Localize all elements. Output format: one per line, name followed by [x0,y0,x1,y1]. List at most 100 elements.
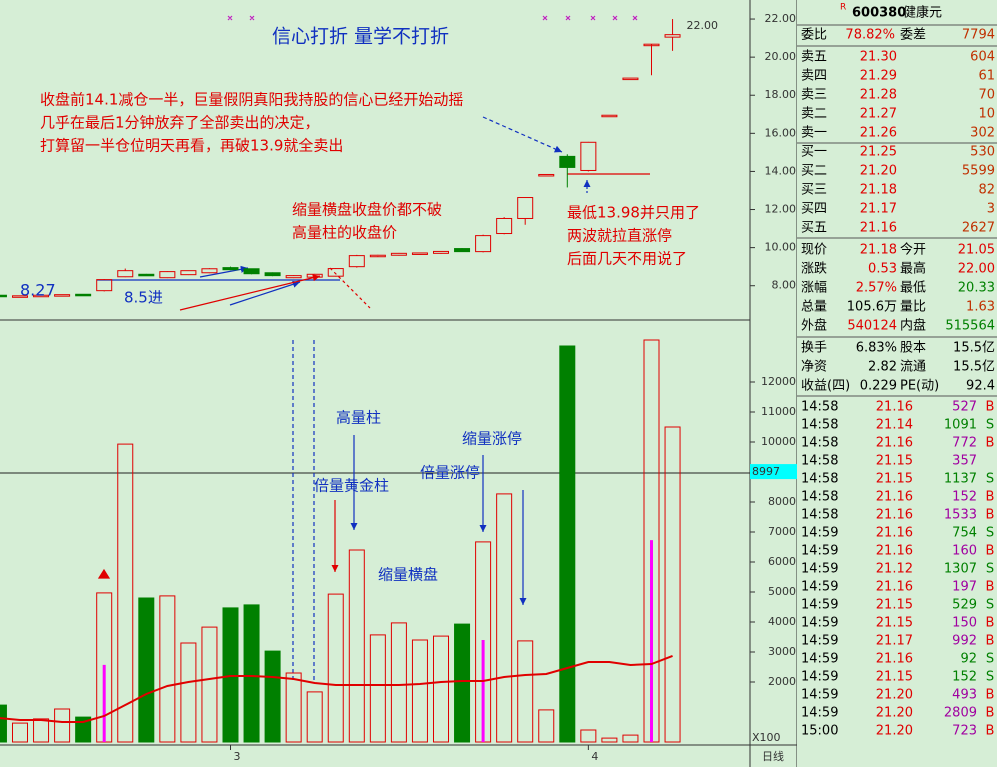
y-tick-label: 7000 [768,525,796,538]
volume-bar [33,718,50,743]
quote-text: 21.18 [860,183,897,198]
quote-text: 14:58 [801,490,838,505]
volume-bar [138,597,155,743]
quote-text: B [986,616,995,631]
quote-text: 买四 [801,202,827,217]
y-tick-label: 6000 [768,555,796,568]
quote-text: 21.16 [876,526,913,541]
quote-text: 540124 [847,319,897,334]
quote-text: S [986,418,994,433]
volume-bar [264,650,281,743]
volume-bar [327,593,344,743]
quote-text: 换手 [801,341,827,356]
quote-text: 21.16 [876,490,913,505]
quote-text: 21.20 [876,706,913,721]
volume-bar [411,639,428,743]
y-tick-label: 20.00 [765,50,797,63]
candle-body [411,252,428,255]
volume-bar [390,622,407,743]
quote-text: 卖四 [801,69,827,84]
quote-text: R [840,3,846,13]
quote-text: 买五 [801,221,827,236]
quote-text: 604 [970,50,995,65]
annotation: 打算留一半仓位明天再看，再破13.9就全卖出 [40,137,343,155]
quote-text: 买二 [801,164,827,179]
annotation: 缩量涨停 [462,430,522,448]
quote-text: 992 [952,634,977,649]
candle-body [517,197,534,219]
quote-text: 买一 [801,145,827,160]
volume-bar [369,634,386,743]
volume-bar [664,426,681,743]
ma-line [0,655,673,723]
quote-text: 流通 [900,360,926,375]
candle-body [643,43,660,47]
crosshair-label: 8997 [752,465,780,478]
candle-body [433,250,449,254]
quote-text: 总量 [801,300,827,315]
volume-bar [496,493,513,743]
quote-text: 21.16 [876,436,913,451]
quote-text: 754 [952,526,977,541]
quote-text: B [986,706,995,721]
volume-bar [222,607,239,743]
quote-text: 197 [952,580,977,595]
quote-panel [797,0,997,767]
quote-text: 2.57% [856,281,897,296]
quote-text: 最低 [900,281,926,296]
y-tick-label: 2000 [768,675,796,688]
quote-text: 78.82% [845,28,895,43]
quote-text: 21.20 [860,164,897,179]
volume-bar [201,626,218,743]
quote-text: 530 [970,145,995,160]
quote-text: 529 [952,598,977,613]
quote-text: 涨幅 [801,281,827,296]
quote-text: B [986,724,995,739]
quote-text: 21.15 [876,616,913,631]
quote-text: 14:59 [801,652,838,667]
quote-text: 14:59 [801,562,838,577]
quote-text: 21.17 [876,634,913,649]
y-tick-label: 8000 [768,495,796,508]
annotation: 高量柱的收盘价 [292,224,397,242]
candle-body [390,252,407,256]
volume-bar [454,623,471,743]
candle-body [117,270,134,278]
quote-text: 15.5亿 [953,341,995,356]
quote-text: 今开 [900,242,926,258]
candle-body [601,114,618,118]
quote-text: 14:58 [801,436,838,451]
quote-text: 14:59 [801,598,838,613]
quote-text: 21.15 [876,472,913,487]
candle-body [306,273,323,278]
quote-text: 82 [978,183,995,198]
quote-text: S [986,652,994,667]
quote-text: 2627 [962,221,995,236]
x-tick-label: 3 [234,750,241,763]
quote-text: 14:59 [801,688,838,703]
y-tick-label: 3000 [768,645,796,658]
quote-text: 5599 [962,164,995,179]
candle-body [33,294,50,298]
quote-text: 21.16 [876,508,913,523]
quote-text: 20.33 [958,281,995,296]
quote-text: 302 [970,126,995,141]
quote-text: 150 [952,616,977,631]
quote-text: 14:58 [801,400,838,415]
quote-text: 21.16 [876,652,913,667]
quote-text: 22.00 [958,262,995,277]
quote-text: 量比 [900,300,926,315]
volume-bar [75,716,92,743]
quote-text: 收益(四) [801,379,850,394]
quote-text: 0.53 [868,262,897,277]
y-tick-label: 10.00 [765,241,797,254]
quote-text: 515564 [945,319,995,334]
quote-text: 70 [978,88,995,103]
candle-body [348,255,365,268]
quote-text: S [986,472,994,487]
annotation: 倍量涨停 [420,464,480,482]
annotation: 8.27 [20,281,56,300]
quote-text: 92.4 [966,379,995,394]
candle-body [285,275,302,279]
quote-text: 92 [960,652,977,667]
